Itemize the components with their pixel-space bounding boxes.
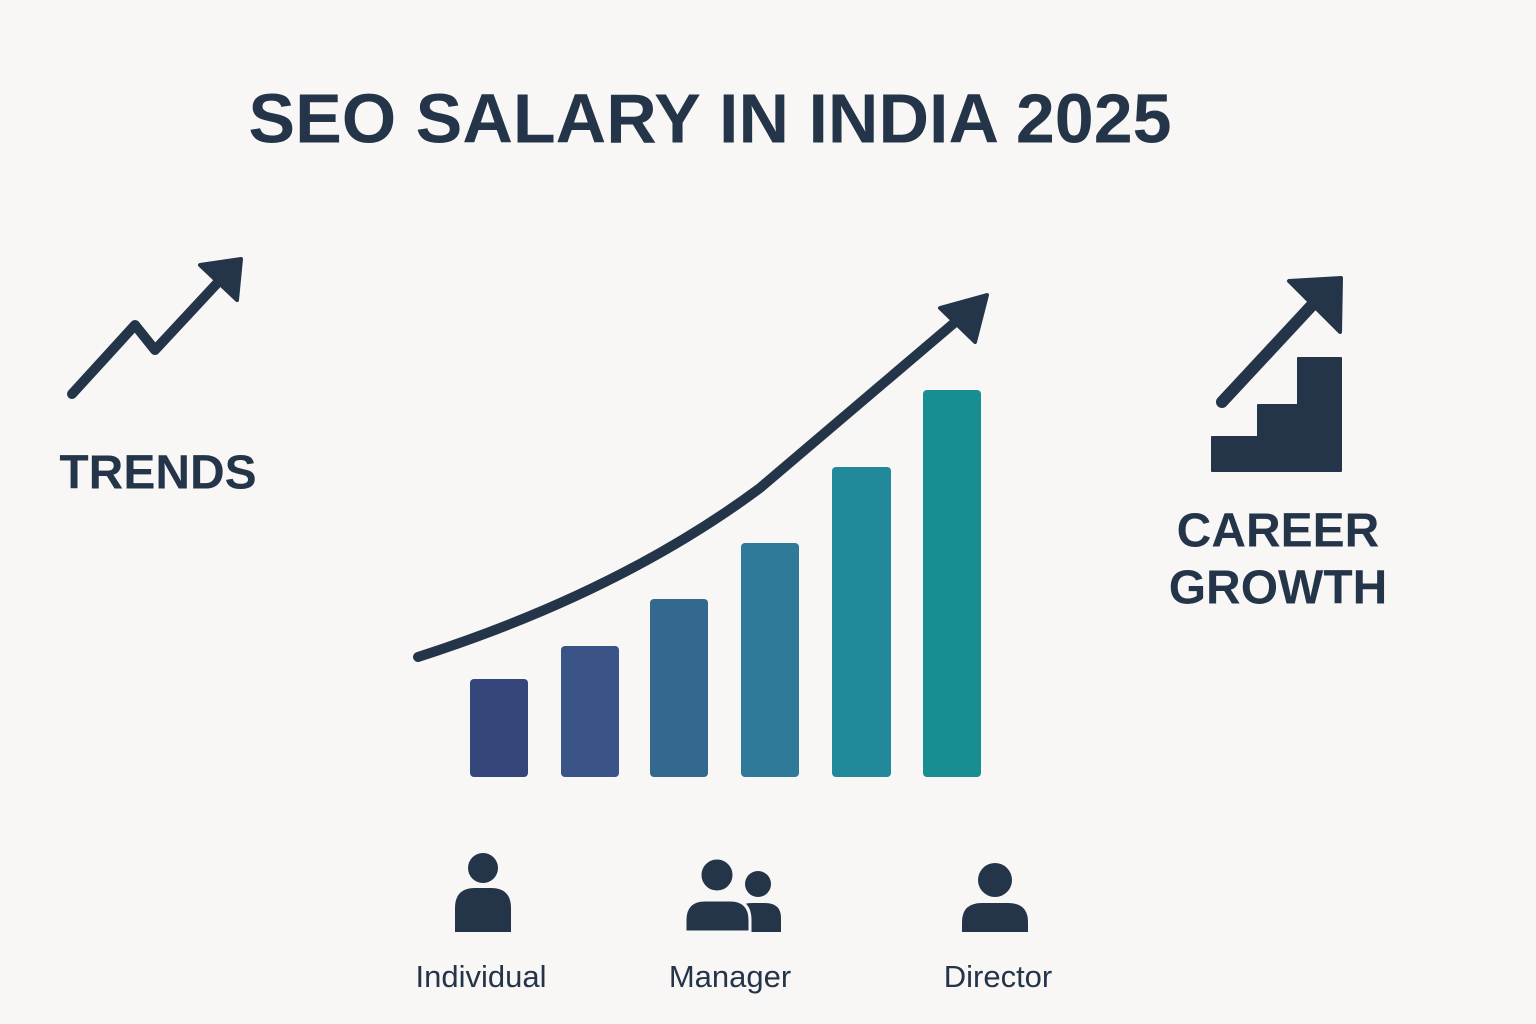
career-label: GROWTH — [1169, 562, 1388, 615]
role-label: Individual — [416, 959, 547, 994]
bar — [650, 599, 708, 777]
bar — [923, 390, 981, 777]
bars — [470, 390, 981, 777]
title: SEO SALARY IN INDIA 2025 — [248, 79, 1171, 157]
bar — [561, 646, 619, 777]
career-icon — [1211, 276, 1343, 472]
trends-icon — [67, 257, 243, 399]
role-label: Director — [944, 959, 1053, 994]
trends-label: TRENDS — [59, 447, 256, 500]
role-label: Manager — [669, 959, 791, 994]
individual-icon — [455, 853, 511, 932]
manager-icon — [683, 856, 781, 934]
bar — [832, 467, 891, 777]
director-icon — [962, 863, 1028, 932]
career-label: CAREER — [1177, 505, 1380, 558]
growth-arrow — [413, 293, 989, 662]
bar — [470, 679, 528, 777]
bar — [741, 543, 799, 777]
